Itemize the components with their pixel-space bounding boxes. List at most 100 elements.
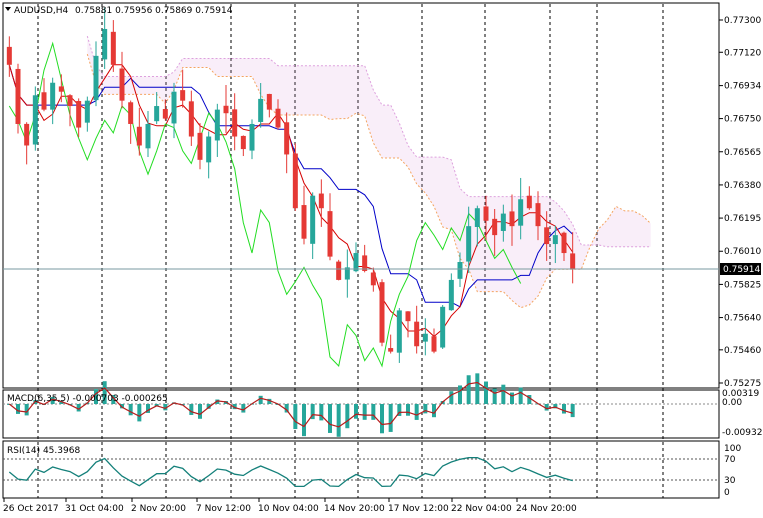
current-price-tag: [720, 263, 761, 275]
macd-bar: [293, 404, 298, 430]
macd-bar: [371, 404, 376, 420]
candle-body: [24, 123, 30, 146]
candle-body: [119, 68, 125, 101]
macd-bar: [432, 404, 436, 418]
main-chart-pane[interactable]: [2, 2, 720, 389]
rsi-line: [8, 456, 573, 488]
candle-body: [145, 123, 151, 149]
macd-bar: [406, 404, 410, 416]
macd-bar: [475, 373, 480, 404]
candle-body: [197, 132, 203, 160]
candlesticks: [6, 7, 576, 363]
candle-body: [93, 55, 99, 101]
rsi-path: [8, 456, 573, 488]
candle-body: [6, 46, 12, 65]
macd-bar: [120, 404, 124, 409]
ichimoku-cloud: [86, 35, 652, 309]
rsi-pane[interactable]: [2, 440, 720, 499]
macd-bar: [319, 404, 324, 421]
rsi-axis-label: 30: [724, 476, 736, 486]
macd-bar: [146, 404, 150, 413]
senkou-a-line: [86, 53, 652, 309]
macd-bar: [397, 404, 402, 416]
macd-bar: [128, 404, 133, 416]
macd-bar: [388, 404, 393, 432]
candle-body: [258, 98, 264, 122]
candle-body: [544, 227, 550, 245]
macd-bar: [215, 399, 220, 404]
macd-histogram: [7, 373, 575, 437]
macd-bar: [380, 404, 384, 434]
candle-body: [76, 100, 82, 128]
macd-bar: [336, 404, 341, 437]
macd-bar: [510, 392, 514, 404]
price-tick-label: 0.76565: [724, 148, 761, 158]
price-tick-label: 0.76380: [724, 181, 761, 191]
macd-pane[interactable]: [2, 389, 720, 439]
macd-bar: [518, 387, 523, 404]
macd-bar: [310, 404, 315, 420]
macd-bar: [414, 404, 419, 420]
candle-body: [301, 205, 307, 239]
candle-body: [518, 199, 524, 226]
macd-bar: [189, 404, 194, 415]
rsi-label: RSI(14) 45.3968: [7, 446, 80, 456]
macd-bar: [232, 404, 237, 410]
candle-body: [58, 86, 64, 92]
macd-bar: [423, 404, 428, 414]
macd-bar: [258, 395, 263, 404]
candle-body: [388, 348, 394, 352]
candle-body: [214, 109, 220, 141]
candle-body: [370, 272, 376, 286]
candle-body: [344, 267, 350, 280]
candle-body: [223, 105, 229, 114]
candle-body: [336, 261, 342, 280]
time-tick-label: 7 Nov 12:00: [196, 504, 251, 514]
candle-body: [128, 102, 134, 124]
candle-body: [396, 310, 402, 353]
macd-bar: [328, 404, 332, 433]
rsi-axis-label: 70: [724, 455, 736, 465]
macd-bar: [59, 400, 64, 404]
macd-bar: [562, 404, 566, 414]
macd-bar: [111, 395, 116, 404]
candle-body: [526, 195, 532, 209]
candle-body: [500, 213, 506, 231]
macd-bar: [458, 385, 462, 404]
macd-axis-label: 0.00319: [722, 389, 759, 399]
candle-body: [492, 218, 498, 236]
tenkan-line: [8, 64, 574, 338]
candle-body: [284, 122, 290, 155]
vertical-grid: [3, 4, 719, 498]
candle-body: [570, 253, 576, 270]
ichimoku-lines: [8, 41, 574, 368]
candle-body: [318, 193, 324, 209]
collapse-triangle-icon[interactable]: [5, 7, 11, 11]
macd-bar: [570, 404, 575, 418]
candle-body: [188, 101, 194, 137]
candle-body: [275, 108, 281, 128]
candle-body: [206, 136, 212, 163]
candle-body: [136, 126, 142, 146]
candle-body: [327, 211, 333, 257]
macd-bar: [76, 404, 81, 412]
macd-bar: [16, 404, 20, 414]
candle-body: [440, 306, 446, 348]
candle-body: [552, 235, 558, 245]
candle-body: [474, 208, 480, 227]
candle-body: [32, 95, 38, 145]
macd-bar: [492, 388, 497, 404]
rsi-axis-label: 100: [724, 444, 741, 454]
macd-axis-label: 0.00: [722, 398, 742, 408]
macd-bar: [527, 395, 532, 404]
candle-body: [448, 279, 454, 311]
macd-bar: [354, 404, 358, 419]
macd-bar: [484, 381, 488, 404]
candle-body: [457, 262, 463, 279]
time-tick-label: 17 Nov 12:00: [388, 504, 449, 514]
candle-body: [466, 226, 472, 262]
candle-body: [15, 68, 21, 124]
